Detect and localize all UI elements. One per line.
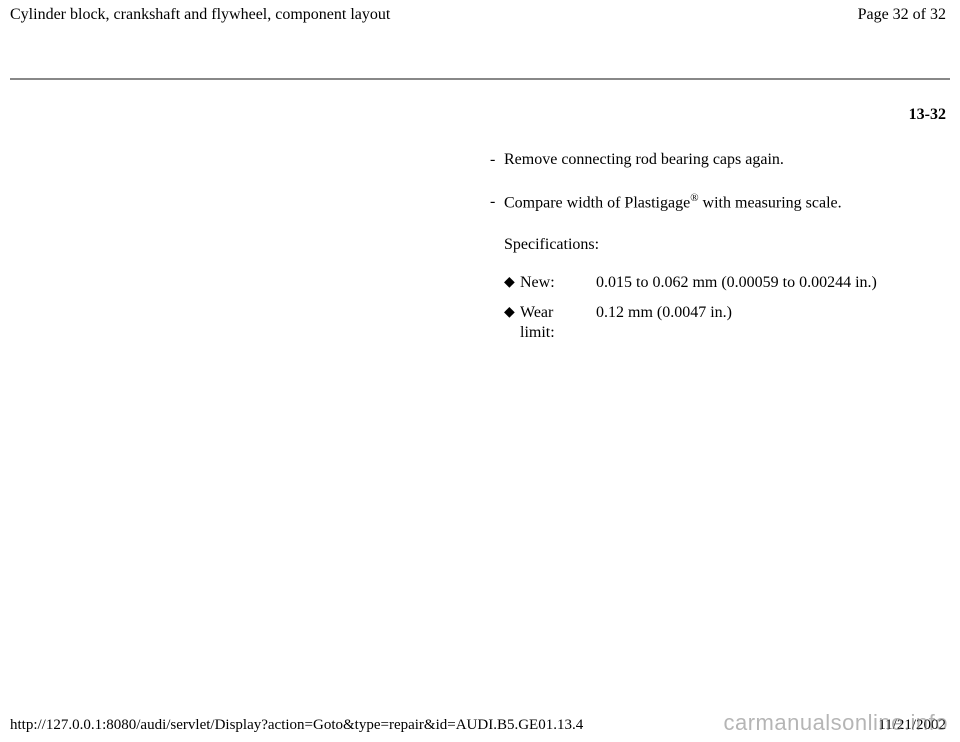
spec-value: 0.12 mm (0.0047 in.) (596, 303, 910, 323)
specifications-table: ◆ New: 0.015 to 0.062 mm (0.00059 to 0.0… (504, 273, 910, 343)
header-title: Cylinder block, crankshaft and flywheel,… (10, 6, 390, 24)
step-text-post: with measuring scale. (699, 194, 842, 211)
footer-date: 11/21/2002 (878, 717, 946, 734)
page-header: Cylinder block, crankshaft and flywheel,… (0, 6, 960, 28)
step-item: - Remove connecting rod bearing caps aga… (490, 150, 910, 170)
dash-bullet-icon: - (490, 150, 504, 170)
spec-row: ◆ New: 0.015 to 0.062 mm (0.00059 to 0.0… (504, 273, 910, 293)
header-page-number: Page 32 of 32 (858, 6, 946, 24)
content-block: - Remove connecting rod bearing caps aga… (490, 150, 910, 353)
dash-bullet-icon: - (490, 192, 504, 213)
document-page: Cylinder block, crankshaft and flywheel,… (0, 0, 960, 742)
spec-value: 0.015 to 0.062 mm (0.00059 to 0.00244 in… (596, 273, 910, 293)
registered-mark-icon: ® (690, 192, 698, 204)
step-text: Compare width of Plastigage® with measur… (504, 192, 910, 213)
header-divider (10, 78, 950, 80)
spec-label: New: (520, 273, 596, 293)
step-item: - Compare width of Plastigage® with meas… (490, 192, 910, 213)
spec-label: Wear limit: (520, 303, 596, 343)
section-number: 13-32 (909, 106, 946, 124)
diamond-bullet-icon: ◆ (504, 273, 520, 293)
step-text: Remove connecting rod bearing caps again… (504, 150, 910, 170)
footer-url: http://127.0.0.1:8080/audi/servlet/Displ… (10, 717, 583, 734)
diamond-bullet-icon: ◆ (504, 303, 520, 323)
spec-row: ◆ Wear limit: 0.12 mm (0.0047 in.) (504, 303, 910, 343)
step-text-pre: Compare width of Plastigage (504, 194, 690, 211)
specifications-heading: Specifications: (504, 235, 910, 255)
